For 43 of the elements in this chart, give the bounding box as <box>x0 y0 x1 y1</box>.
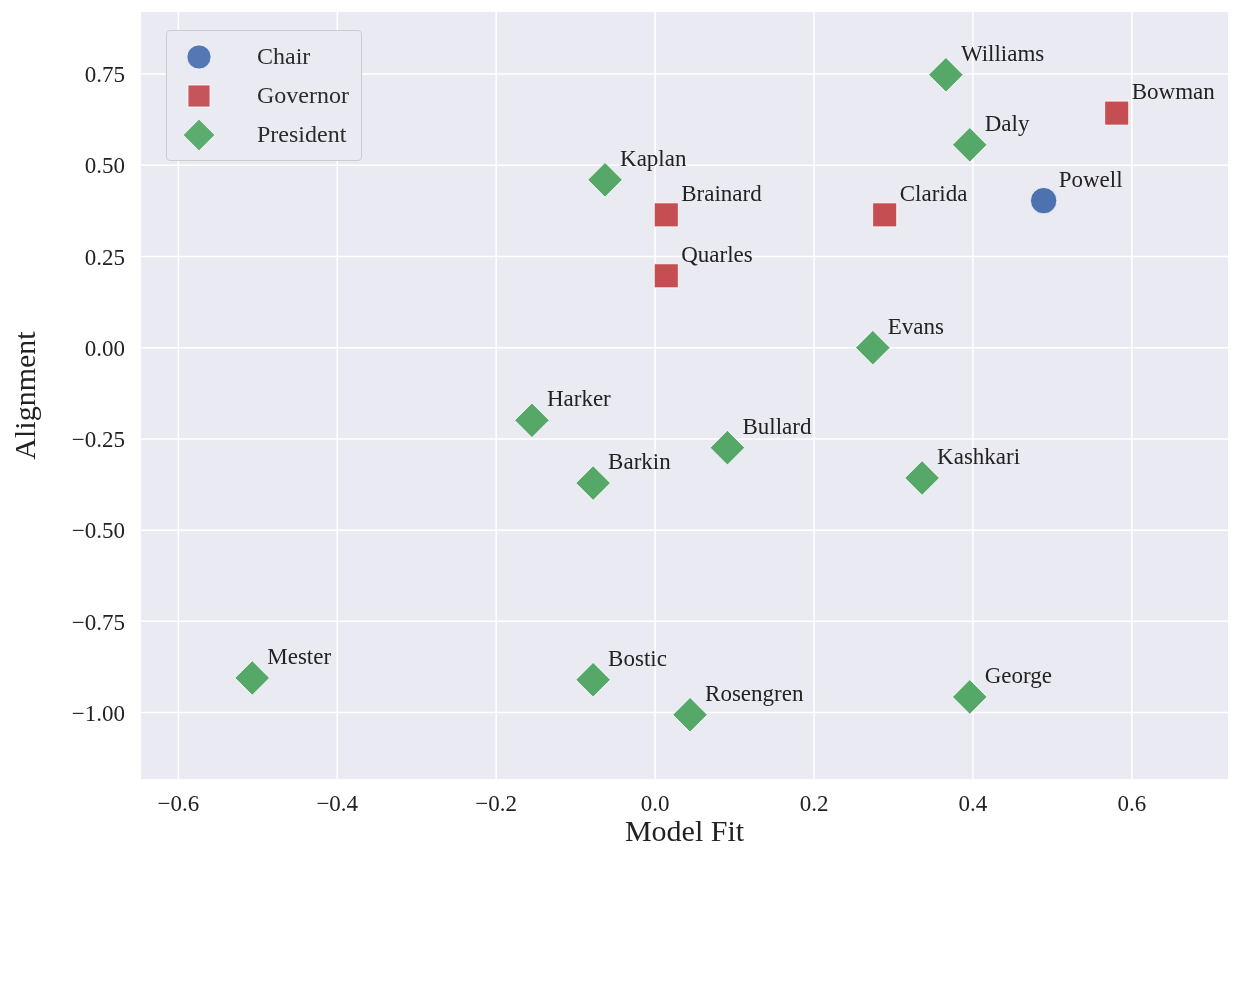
legend-label: Governor <box>257 82 349 109</box>
x-tick-label: 0.2 <box>799 791 829 817</box>
x-tick-label: −0.2 <box>475 791 518 817</box>
annotation: Clarida <box>899 180 968 206</box>
y-tick-label: 0.50 <box>84 153 125 179</box>
annotation: Mester <box>267 643 332 669</box>
x-tick-label: 0.0 <box>640 791 670 817</box>
annotation: Rosengren <box>705 680 804 706</box>
y-tick-label: −0.50 <box>71 518 125 544</box>
x-tick-label: −0.4 <box>316 791 359 817</box>
y-axis-title: Alignment <box>7 330 41 460</box>
point <box>234 660 270 696</box>
annotation: Evans <box>887 313 945 339</box>
annotation: Kashkari <box>937 443 1021 469</box>
annotation: Harker <box>546 386 612 412</box>
legend-label: Chair <box>257 43 311 70</box>
point <box>653 202 679 228</box>
x-tick-label: −0.6 <box>157 791 200 817</box>
annotation: George <box>984 662 1053 688</box>
point <box>653 263 679 289</box>
x-tick-label: 0.6 <box>1117 791 1147 817</box>
point <box>1104 100 1130 126</box>
y-tick-label: −0.25 <box>71 427 125 453</box>
y-tick-label: 0.00 <box>84 335 125 361</box>
x-axis-title: Model Fit <box>624 814 745 847</box>
annotation: Bostic <box>608 645 667 671</box>
y-tick-label: 0.25 <box>84 244 125 270</box>
annotation: Williams <box>960 40 1045 66</box>
legend-label: President <box>257 121 347 148</box>
point <box>1030 187 1058 215</box>
annotation: Barkin <box>608 449 672 475</box>
y-tick-label: −0.75 <box>71 609 125 635</box>
annotation: Kaplan <box>620 145 687 171</box>
annotation: Quarles <box>681 241 753 267</box>
annotation: Brainard <box>681 180 763 206</box>
x-tick-label: 0.4 <box>958 791 988 817</box>
annotation: Bowman <box>1131 79 1216 105</box>
y-tick-label: −1.00 <box>71 700 125 726</box>
annotation: Daly <box>984 110 1030 136</box>
y-tick-label: 0.75 <box>84 62 125 88</box>
annotation: Bullard <box>742 413 812 439</box>
annotation: Powell <box>1058 166 1123 192</box>
point <box>872 202 898 228</box>
